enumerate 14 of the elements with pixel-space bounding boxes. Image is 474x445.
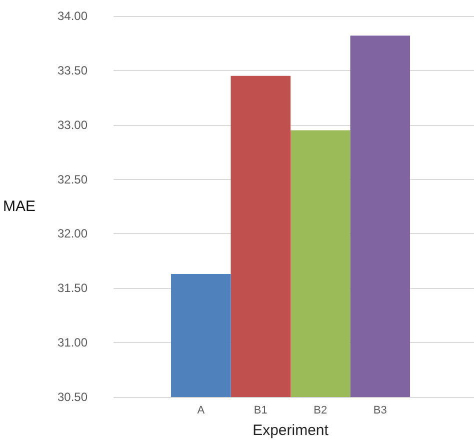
x-tick-label: B1: [254, 404, 268, 416]
x-tick-label: B3: [373, 404, 387, 416]
y-tick-label: 31.00: [57, 336, 88, 350]
x-axis-title: Experiment: [252, 422, 330, 439]
y-tick-label: 32.50: [57, 172, 88, 186]
y-tick-label: 31.50: [57, 281, 88, 296]
y-tick-label: 33.00: [57, 118, 88, 132]
x-tick-label: A: [197, 404, 206, 416]
y-tick-label: 30.50: [57, 390, 88, 404]
y-tick-label: 34.00: [57, 9, 88, 23]
x-tick-label: B2: [314, 404, 328, 416]
y-axis-title: MAE: [2, 198, 36, 215]
y-tick-label: 33.50: [57, 63, 88, 78]
y-tick-label: 32.00: [57, 226, 88, 241]
